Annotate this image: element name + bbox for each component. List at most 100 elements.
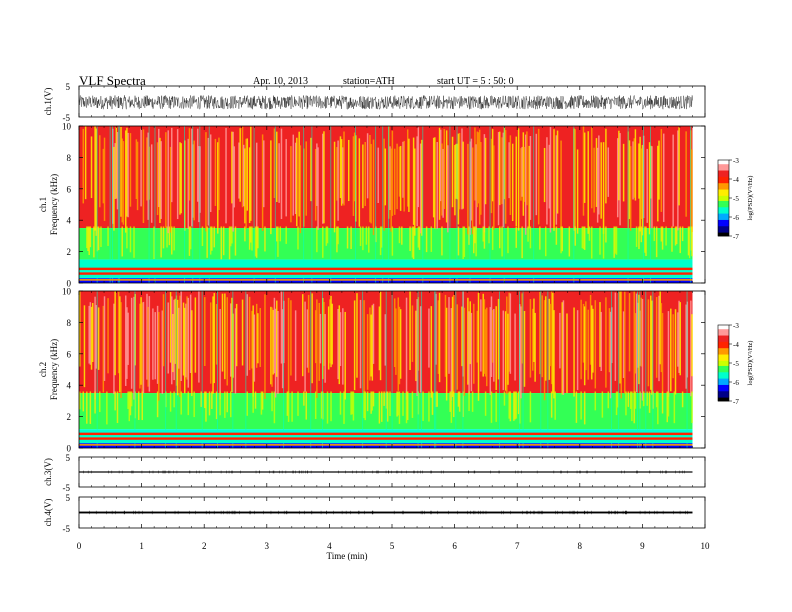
ch1-spec-panel-colorbar-step xyxy=(718,224,729,227)
ch1-spec-panel-lowstreak xyxy=(359,226,362,246)
ch2-spec-panel-colorbar-step xyxy=(718,383,729,385)
ch1-spec-panel-streak xyxy=(250,126,252,221)
time-tick-label-10: 10 xyxy=(701,541,711,551)
ch2-spec-panel-streak xyxy=(520,306,522,399)
ch1-spec-panel-lowstreak xyxy=(257,226,259,249)
ch1-spec-panel-lowstreak xyxy=(614,226,617,254)
ch1-spec-panel-lowstreak xyxy=(322,226,324,258)
ch2-spec-panel-colorbar-step xyxy=(718,365,729,368)
ch2-spec-panel-colorbar-step xyxy=(718,369,729,371)
ch1-spec-panel-colorbar-step xyxy=(718,182,729,185)
time-tick-label-0: 0 xyxy=(77,541,82,551)
ch2-spec-panel-blue-streak xyxy=(391,291,393,448)
ch1-spec-panel-streak xyxy=(140,128,142,207)
ch2-spec-panel-lowstreak xyxy=(339,391,342,415)
ch2-spec-panel-colorbar-step xyxy=(718,385,729,388)
ch1-spec-panel-colorbar-step xyxy=(718,162,729,165)
ch1-spec-panel-lowstreak xyxy=(599,226,601,255)
ch2-spec-panel-streak xyxy=(117,291,120,374)
ch1-spec-panel-lowstreak xyxy=(264,226,266,252)
ch1-spec-panel-streak xyxy=(384,148,387,206)
ch2-spec-panel-streak xyxy=(274,308,277,398)
ch1-spec-panel-blue-streak xyxy=(311,126,313,283)
ch2-spec-panel-streak xyxy=(215,304,218,365)
ch2-spec-panel-streak xyxy=(456,304,459,390)
ch1-spec-panel-lowstreak xyxy=(655,226,658,258)
ch2-spec-panel-streak xyxy=(545,296,547,381)
ch2-spec-panel-streak xyxy=(470,312,473,392)
ch1-spec-panel-lowstreak xyxy=(126,226,128,249)
ch2-spec-panel-streak xyxy=(235,303,238,367)
ch1-spec-panel-streak xyxy=(314,148,317,221)
ch1-spec-panel-streak xyxy=(662,133,665,222)
ch2-spec-panel-streak xyxy=(273,297,276,374)
ch1-spec-panel-colorbar-step xyxy=(718,190,729,193)
ch1-spec-panel-colorbar-step xyxy=(718,204,729,206)
ch2-spec-panel-streak xyxy=(541,295,543,378)
ch1-spec-panel-streak xyxy=(94,126,96,231)
ch1-spec-panel-lowstreak xyxy=(209,226,212,255)
ch1-spec-panel-lowstreak xyxy=(162,226,165,249)
ch2-spec-panel-lowstreak xyxy=(305,391,307,420)
ch1-spec-panel-streak xyxy=(677,130,679,231)
ch2-spec-panel-colorbar-step xyxy=(718,350,729,352)
ch1-spec-panel-streak xyxy=(639,136,641,232)
ch1-spec-panel-streak xyxy=(548,144,551,209)
ch1-spec-panel-lowstreak xyxy=(468,226,470,245)
ch1-spec-panel-blue-streak xyxy=(503,126,505,283)
ch2-spec-panel-lowstreak xyxy=(615,391,618,416)
ch2-spec-panel-streak xyxy=(204,297,206,367)
ch2-spec-panel-streak xyxy=(585,301,587,371)
ch2-spec-panel-streak xyxy=(126,307,128,379)
ch2-spec-panel-ytick-label-0: 0 xyxy=(67,444,72,454)
ch1-spec-panel-colorbar-tick-label-1: -4 xyxy=(733,176,739,184)
ch2-spec-panel-lowstreak xyxy=(490,391,493,423)
ch2-spec-panel-streak xyxy=(415,310,417,382)
ch1-spec-panel-colorbar-step xyxy=(718,177,729,180)
ch2-spec-panel-streak xyxy=(180,291,182,381)
ch1-spec-panel-lowstreak xyxy=(527,226,529,242)
ch2-spec-panel-streak xyxy=(651,300,653,395)
ch2-spec-panel-colorbar-step xyxy=(718,336,729,339)
ch1-spec-panel-colorbar-step xyxy=(718,187,729,190)
ch2-spec-panel-lowstreak xyxy=(141,391,144,421)
ch1-spec-panel-streak xyxy=(524,134,527,235)
ch1-spec-panel-streak xyxy=(159,137,161,224)
ch2-spec-panel-line-low xyxy=(79,444,693,446)
ch1-spec-panel-colorbar-step xyxy=(718,163,729,166)
ch2-spec-panel-streak xyxy=(395,308,397,375)
ch2-spec-panel-streak xyxy=(561,302,564,395)
ch2-spec-panel-streak xyxy=(338,305,341,385)
ch2-spec-panel-lowstreak xyxy=(449,391,451,412)
ch1-spec-panel-colorbar-step xyxy=(718,166,729,168)
ch1-spec-panel-colorbar-step xyxy=(718,219,729,222)
ch1-spec-panel-streak xyxy=(480,142,482,215)
ch1-spec-panel-lowstreak xyxy=(568,226,571,257)
ch1-spec-panel-lowstreak xyxy=(645,226,647,256)
ch2-spec-panel-lowstreak xyxy=(436,391,438,407)
ch1-spec-panel-blue-streak xyxy=(154,126,156,283)
ch1-spec-panel-streak xyxy=(520,148,522,201)
ch2-spec-panel-lowstreak xyxy=(633,391,635,424)
ch2-spec-panel-blue-streak xyxy=(611,291,613,448)
ch1-spec-panel-streak xyxy=(498,131,501,206)
ch1-spec-panel-colorbar-step xyxy=(718,222,729,224)
ch2-spec-panel-streak xyxy=(234,308,237,394)
ch1-spec-panel-streak xyxy=(657,145,659,222)
ch2-spec-panel-streak xyxy=(281,309,284,389)
ch1-spec-panel-lowstreak xyxy=(417,226,420,248)
ch2-spec-panel-streak xyxy=(209,302,212,384)
ch2-spec-panel-lowstreak xyxy=(291,391,293,422)
ch2-spec-panel-streak xyxy=(213,293,215,384)
ch1-spec-panel-streak xyxy=(398,146,401,197)
ch2-spec-panel-lowstreak xyxy=(513,391,515,421)
ch1-spec-panel-streak xyxy=(504,130,507,224)
ch2-spec-panel-colorbar-step xyxy=(718,388,729,390)
ch1-spec-panel-streak xyxy=(641,144,644,236)
ch2-spec-panel-streak xyxy=(437,300,440,374)
ch2-spec-panel-streak xyxy=(221,293,224,372)
ch2-spec-panel-lowstreak xyxy=(381,391,383,422)
ch2-spec-panel-streak xyxy=(306,309,309,368)
ch1-spec-panel-streak xyxy=(399,146,402,211)
ch2-spec-panel-colorbar-step xyxy=(718,398,729,401)
